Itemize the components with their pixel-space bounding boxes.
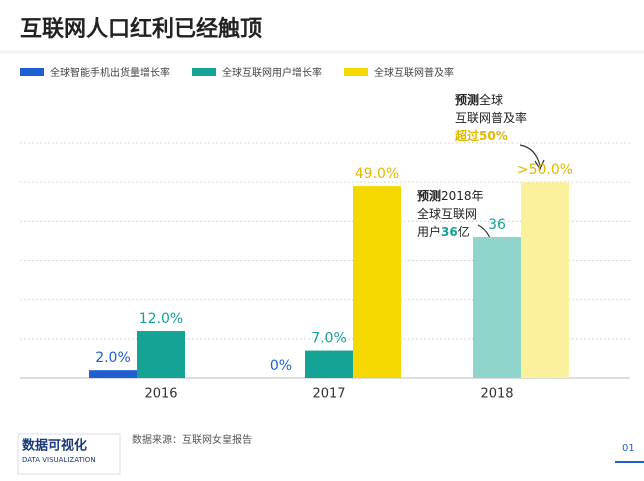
- bar: [473, 237, 521, 378]
- annotation-line: 超过50%: [454, 128, 508, 143]
- data-label: 0%: [270, 358, 292, 374]
- logo: 数据可视化 DATA VISUALIZATION: [17, 433, 121, 475]
- annotation-segment: 2018年: [441, 189, 484, 203]
- data-label: 49.0%: [355, 166, 399, 182]
- logo-title: 数据可视化: [22, 438, 87, 454]
- annotation-line: 预测全球: [455, 92, 503, 107]
- bar: [89, 370, 137, 378]
- logo-box: [17, 433, 121, 475]
- data-label: 7.0%: [311, 331, 347, 347]
- legend-label: 全球互联网普及率: [374, 66, 454, 79]
- bar: [305, 350, 353, 378]
- annotation-segment: 亿: [458, 224, 470, 239]
- annotation-line: 用户36亿: [417, 224, 470, 239]
- annotation-segment: 预测: [455, 92, 479, 107]
- logo-subtitle: DATA VISUALIZATION: [22, 456, 96, 464]
- page-number: 01: [622, 443, 635, 454]
- data-label: >50.0%: [517, 162, 573, 178]
- bar: [353, 186, 401, 378]
- annotation-segment: 全球互联网: [417, 206, 477, 221]
- annotation-segment: 用户: [417, 224, 441, 239]
- annotation-segment: 互联网普及率: [455, 110, 527, 125]
- bar: [521, 182, 569, 378]
- legend-label: 全球智能手机出货量增长率: [50, 66, 170, 79]
- data-label: 2.0%: [95, 350, 131, 366]
- legend-label: 全球互联网用户增长率: [222, 66, 322, 79]
- x-tick-label: 2017: [312, 387, 345, 402]
- x-tick-label: 2016: [144, 387, 177, 402]
- arrow-head: [534, 159, 545, 171]
- annotation-line: 互联网普及率: [455, 110, 527, 125]
- annotation-line: 预测2018年: [417, 188, 484, 203]
- chart-title: 互联网人口红利已经触顶: [20, 16, 262, 42]
- legend-swatch: [192, 68, 216, 76]
- data-label: 12.0%: [139, 311, 183, 327]
- source: 数据来源：互联网女皇报告: [132, 433, 252, 446]
- legend-swatch: [20, 68, 44, 76]
- annotation-segment: 超过50%: [454, 128, 508, 143]
- x-tick-label: 2018: [480, 387, 513, 402]
- annotation-segment: 全球: [479, 92, 503, 107]
- bar: [137, 331, 185, 378]
- data-label: 36: [488, 217, 506, 233]
- annotation-segment: 预测: [417, 188, 441, 203]
- legend-swatch: [344, 68, 368, 76]
- annotation-line: 全球互联网: [417, 206, 477, 221]
- arrow: [519, 144, 541, 167]
- annotation-segment: 36: [441, 225, 458, 239]
